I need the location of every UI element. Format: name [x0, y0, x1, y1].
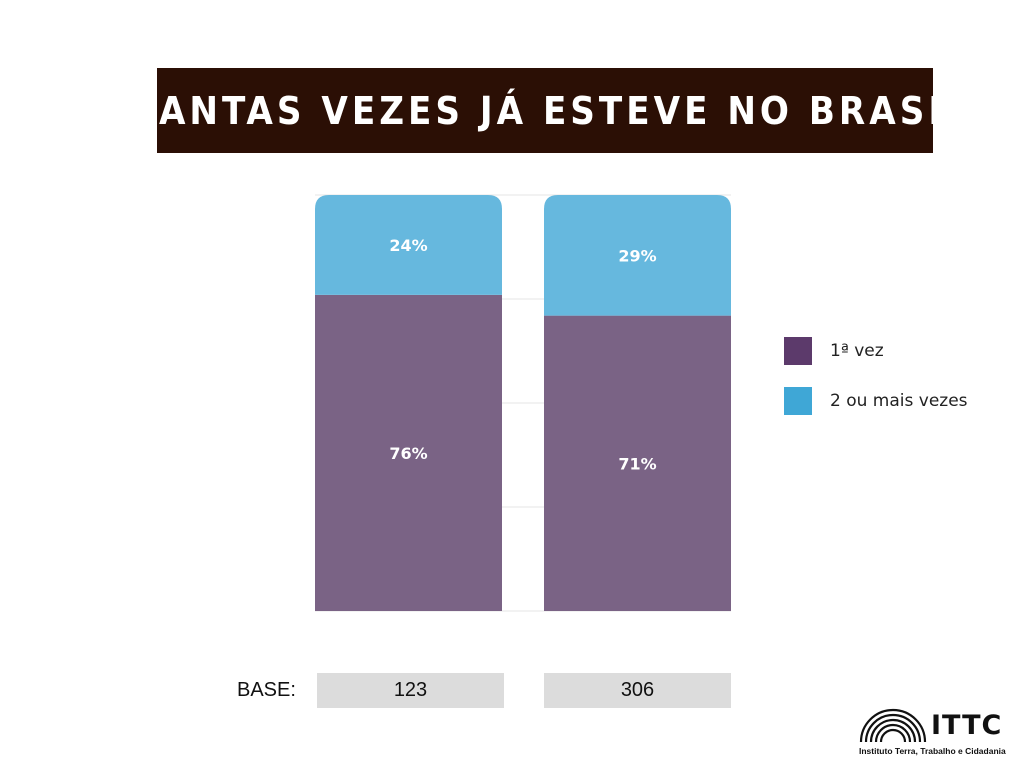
base-value-1: 123 [317, 673, 504, 708]
logo-caption: Instituto Terra, Trabalho e Cidadania [859, 746, 1006, 756]
legend-swatch-two-or-more [784, 387, 812, 415]
chart-title: QUANTAS VEZES JÁ ESTEVE NO BRASIL? [95, 88, 995, 133]
data-label-first-time-1: 76% [389, 444, 427, 463]
bar-segment-two-or-more-2 [544, 195, 731, 316]
bar-segment-first-time-2 [544, 315, 731, 611]
base-value-2: 306 [544, 673, 731, 708]
bar-segment-two-or-more-1 [315, 195, 502, 295]
data-label-first-time-2: 71% [618, 454, 656, 473]
legend-item-two-or-more: 2 ou mais vezes [784, 385, 968, 417]
ittc-logo-icon [859, 708, 927, 743]
legend: 1ª vez 2 ou mais vezes [784, 335, 968, 435]
legend-item-first-time: 1ª vez [784, 335, 968, 367]
legend-swatch-first-time [784, 337, 812, 365]
data-label-two-or-more-1: 24% [389, 236, 427, 255]
base-label: BASE: [237, 679, 296, 701]
bar-segment-first-time-1 [315, 294, 502, 611]
legend-label-two-or-more: 2 ou mais vezes [830, 391, 968, 411]
logo-name: ITTC [931, 710, 1003, 741]
data-label-two-or-more-2: 29% [618, 246, 656, 265]
title-banner: QUANTAS VEZES JÁ ESTEVE NO BRASIL? [95, 68, 991, 153]
stacked-bar-chart: 76% 24% 71% 29% [315, 194, 731, 612]
legend-label-first-time: 1ª vez [830, 341, 884, 361]
